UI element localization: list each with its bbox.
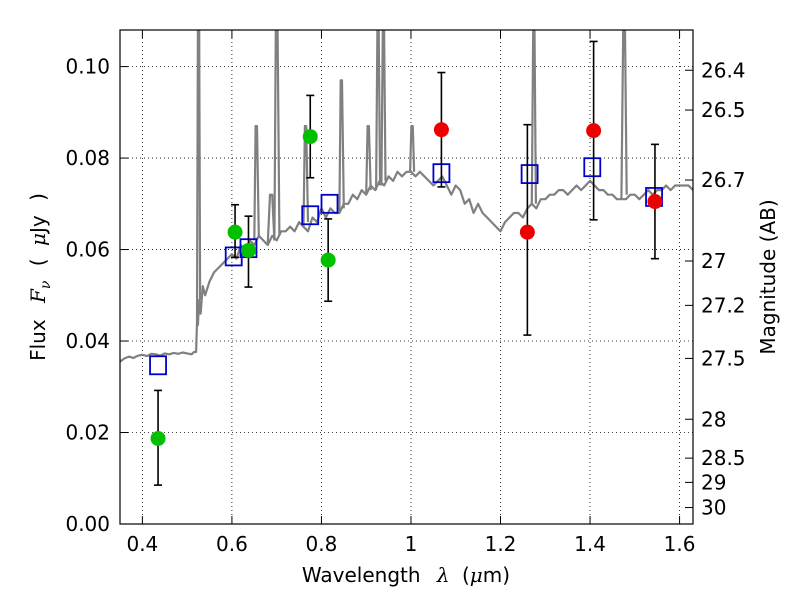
y-axis-unit-symbol: μ bbox=[26, 233, 50, 246]
model-photometry-square bbox=[583, 157, 602, 178]
model-photometry-square bbox=[301, 205, 320, 226]
y-tick-label: 0.02 bbox=[65, 421, 110, 445]
x-axis-label: Wavelength bbox=[302, 563, 421, 587]
y-tick-label: 0.08 bbox=[65, 146, 110, 170]
y-tick-label: 0.00 bbox=[65, 512, 110, 536]
emission-line-spike bbox=[266, 193, 276, 246]
observed-point bbox=[433, 122, 449, 138]
x-tick-label: 1.4 bbox=[574, 532, 606, 556]
emission-line-spike bbox=[409, 124, 416, 172]
x-tick-label: 1 bbox=[405, 532, 418, 556]
emission-line-spike bbox=[530, 30, 537, 204]
y-axis-symbol: F bbox=[26, 288, 50, 304]
emission-line-spike bbox=[365, 124, 372, 195]
observed-point bbox=[519, 224, 535, 240]
observed-point bbox=[647, 194, 663, 210]
x-tick-label: 1.2 bbox=[485, 532, 517, 556]
mag-tick-label: 28.5 bbox=[701, 446, 746, 470]
y-axis-label: Flux bbox=[26, 319, 50, 361]
right-axis-title: Magnitude (AB) bbox=[756, 199, 780, 354]
mag-tick-label: 27.5 bbox=[701, 346, 746, 370]
y-axis-open: ( bbox=[26, 258, 50, 266]
x-axis-symbol: λ bbox=[436, 563, 450, 587]
model-photometry-square bbox=[149, 355, 167, 376]
plot-area bbox=[120, 30, 693, 486]
mag-tick-label: 30 bbox=[701, 496, 726, 520]
mag-tick-label: 27.2 bbox=[701, 293, 746, 317]
x-axis-unit-symbol: μ bbox=[470, 563, 483, 587]
y-axis-title: Flux Fν ( μJy ) bbox=[26, 193, 55, 361]
x-tick-label: 0.6 bbox=[216, 532, 248, 556]
mag-tick-label: 28 bbox=[701, 407, 726, 431]
observed-point bbox=[586, 123, 602, 139]
x-tick-label: 0.8 bbox=[306, 532, 338, 556]
emission-line-spike bbox=[620, 30, 628, 200]
x-tick-label: 0.4 bbox=[126, 532, 158, 556]
axis-ticks: 0.4 0.6 0.8 1 1.2 1.4 1.6 0.00 0.02 0.04 0.06 0.08 0… bbox=[65, 30, 746, 556]
y-tick-label: 0.06 bbox=[65, 238, 110, 262]
observed-point bbox=[302, 129, 318, 145]
y-tick-label: 0.04 bbox=[65, 329, 110, 353]
x-axis-open: ( bbox=[462, 563, 470, 587]
plot-frame bbox=[119, 29, 694, 525]
emission-line-spike bbox=[380, 30, 387, 186]
model-photometry-square bbox=[320, 193, 339, 214]
emission-line-spike bbox=[273, 30, 281, 241]
observed-point bbox=[240, 242, 256, 258]
emission-line-spike bbox=[302, 124, 310, 227]
emission-line-spike bbox=[253, 124, 260, 241]
model-photometry-square bbox=[520, 164, 539, 184]
y-tick-label: 0.10 bbox=[65, 55, 110, 79]
emission-line-spike bbox=[195, 30, 202, 323]
x-axis-title: Wavelength λ (μm) bbox=[302, 563, 510, 587]
mag-tick-label: 27 bbox=[701, 249, 726, 273]
y-axis-unit: Jy bbox=[26, 215, 50, 235]
observed-point bbox=[227, 224, 243, 240]
mag-tick-label: 26.7 bbox=[701, 168, 746, 192]
emission-line-spike bbox=[338, 79, 345, 214]
mag-tick-label: 26.5 bbox=[701, 98, 746, 122]
observed-point bbox=[150, 430, 166, 446]
y-axis-close: ) bbox=[26, 193, 50, 201]
x-axis-unit: m) bbox=[483, 563, 510, 587]
mag-tick-label: 26.4 bbox=[701, 58, 746, 82]
mag-tick-label: 29 bbox=[701, 470, 726, 494]
y-axis-subscript: ν bbox=[38, 280, 54, 289]
x-tick-label: 1.6 bbox=[664, 532, 696, 556]
observed-point bbox=[320, 252, 336, 268]
emission-line-spike bbox=[375, 30, 382, 191]
